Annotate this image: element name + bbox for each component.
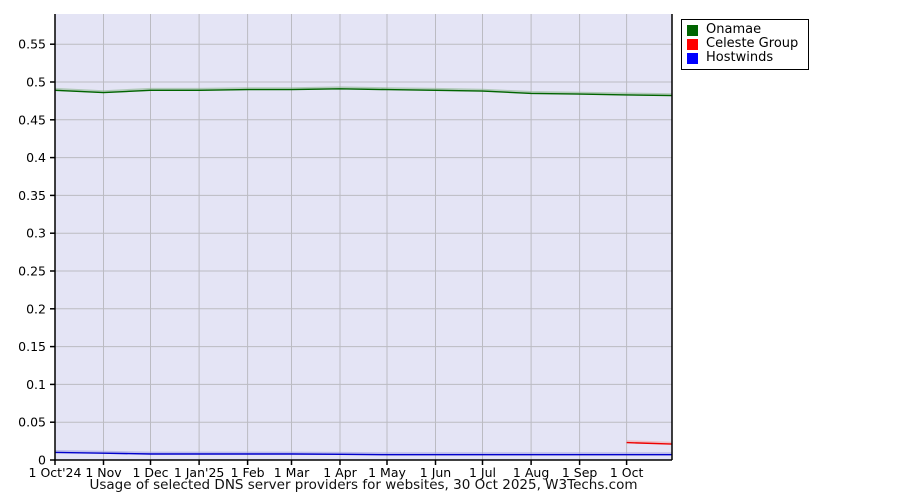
legend-item-hostwinds: Hostwinds [687, 51, 798, 65]
x-axis-tick-label: 1 Feb [231, 465, 265, 480]
legend-item-onamae: Onamae [687, 23, 798, 37]
series-line-onamae [54, 86, 673, 97]
y-axis-tick-label: 0.15 [18, 339, 46, 354]
y-axis-tick-label: 0.05 [18, 415, 46, 430]
chart-title: Usage of selected DNS server providers f… [89, 477, 638, 493]
series-path [54, 88, 673, 97]
series-halo [54, 86, 673, 96]
x-axis-tick-label: 1 Jun [420, 465, 451, 480]
y-axis-tick-label: 0.45 [18, 112, 46, 127]
x-axis-tick-label: 1 May [368, 465, 406, 480]
x-axis: 1 Oct'24 1 Nov 1 Dec 1 Jan'25 1 Feb 1 Mar 1 Ap… [29, 460, 644, 480]
y-axis-tick-label: 0.4 [26, 150, 46, 165]
legend-item-celeste-group: Celeste Group [687, 37, 798, 51]
y-axis-tick-label: 0.35 [18, 188, 46, 203]
x-axis-tick-label: 1 Mar [274, 465, 310, 480]
x-axis-tick-label: 1 Jan'25 [174, 465, 225, 480]
series-line-celeste-group [626, 440, 673, 445]
y-axis-tick-label: 0.5 [26, 75, 46, 90]
x-axis-tick-label: 1 Nov [85, 465, 122, 480]
x-axis-tick-label: 1 Aug [513, 465, 549, 480]
y-gridlines [55, 43, 672, 423]
x-axis-tick-label: 1 Dec [132, 465, 168, 480]
series-halo [54, 450, 672, 456]
x-axis-tick-label: 1 Oct [610, 465, 644, 480]
x-axis-tick-label: 1 Oct'24 [29, 465, 82, 480]
x-axis-tick-label: 1 Sep [562, 465, 598, 480]
y-axis-tick-label: 0.3 [26, 226, 46, 241]
series-path [54, 451, 672, 456]
legend-swatch-celeste-group [687, 38, 698, 50]
y-axis-tick-label: 0.1 [26, 377, 46, 392]
axes [54, 14, 673, 461]
legend-label-hostwinds: Hostwinds [706, 50, 774, 65]
series-line-hostwinds [54, 450, 672, 456]
legend-swatch-hostwinds [687, 52, 698, 64]
y-axis-tick-label: 0.55 [18, 37, 46, 52]
legend-swatch-onamae [687, 24, 698, 36]
y-axis-tick-label: 0 [38, 453, 46, 468]
y-axis-tick-label: 0.2 [26, 301, 46, 316]
series-path [626, 441, 673, 445]
y-axis-tick-label: 0.25 [18, 264, 46, 279]
legend-label-celeste-group: Celeste Group [706, 36, 799, 51]
x-axis-tick-label: 1 Jul [469, 465, 496, 480]
y-axis: 0 0.05 0.1 0.15 0.2 0.25 0.3 0.35 0.4 0.45 0.5 0.55 [18, 37, 55, 468]
series-halo [626, 440, 673, 445]
legend-label-onamae: Onamae [706, 22, 762, 37]
x-axis-tick-label: 1 Apr [323, 465, 357, 480]
legend: Onamae Celeste Group Hostwinds [681, 19, 810, 70]
